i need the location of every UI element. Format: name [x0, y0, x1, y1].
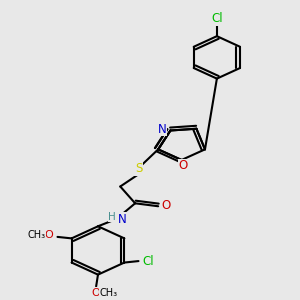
Text: O: O: [162, 199, 171, 212]
Text: O: O: [179, 159, 188, 172]
Text: Cl: Cl: [211, 12, 223, 25]
Text: S: S: [135, 162, 142, 175]
Text: N: N: [158, 122, 167, 136]
Text: Cl: Cl: [143, 255, 154, 268]
Text: CH₃: CH₃: [99, 288, 118, 298]
Text: CH₃: CH₃: [27, 230, 45, 240]
Text: N: N: [118, 213, 127, 226]
Text: H: H: [108, 212, 116, 222]
Text: O: O: [92, 288, 100, 298]
Text: O: O: [44, 230, 53, 240]
